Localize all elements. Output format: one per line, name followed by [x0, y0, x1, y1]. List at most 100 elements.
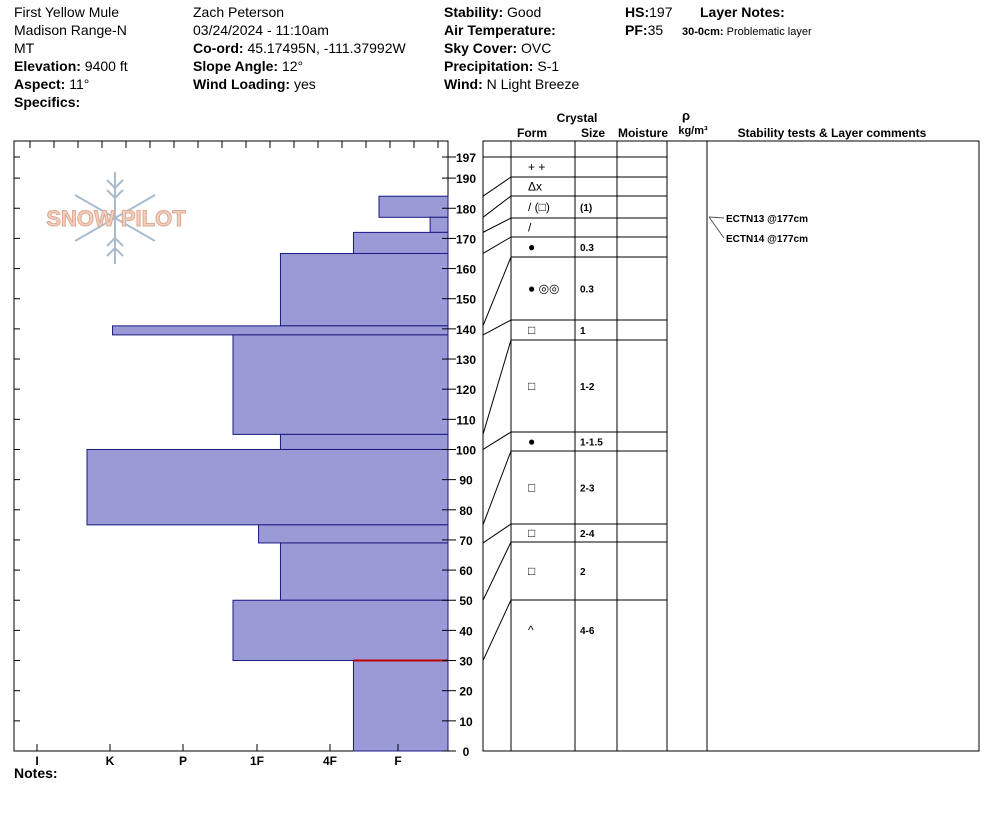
layer-connector	[482, 176, 512, 197]
crystal-form-icon: ● ◎◎	[528, 282, 560, 296]
hardness-bars	[86, 195, 449, 752]
height-tick-label: 40	[459, 624, 473, 638]
height-tick-label: 140	[456, 323, 476, 337]
hardness-bar	[429, 216, 449, 233]
precipitation: Precipitation: S-1	[444, 58, 560, 74]
hardness-bar	[279, 252, 449, 327]
hardness-tick-label: F	[394, 754, 401, 768]
sky-cover: Sky Cover: OVC	[444, 40, 552, 56]
crystal-size: 1-1.5	[580, 438, 603, 449]
hardness-tick-label: K	[106, 754, 115, 768]
height-tick-label: 30	[459, 655, 473, 669]
height-tick-label: 120	[456, 383, 476, 397]
coord: Co-ord: 45.17495N, -111.37992W	[193, 40, 406, 56]
hardness-axis: I K P 1F 4F F	[29, 141, 439, 768]
observer: Zach Peterson	[193, 4, 285, 20]
crystal-form-icon: □	[528, 481, 535, 495]
col-comments: Stability tests & Layer comments	[738, 126, 927, 140]
state: MT	[14, 40, 35, 56]
crystal-size: 1	[580, 326, 586, 337]
height-axis: 0 10 20 30 40 50 60 70 80 90 100 110 120 130 140 150 160…	[14, 151, 476, 759]
stability-test-label: ECTN13 @177cm	[726, 214, 808, 225]
hardness-bar	[86, 448, 449, 526]
layer-connector	[482, 236, 512, 254]
layer-connector	[482, 339, 512, 435]
aspect: Aspect: 11°	[14, 76, 90, 92]
layer-connector	[482, 431, 512, 450]
test-arrow	[708, 216, 725, 239]
header: First Yellow Mule Madison Range-N MT Ele…	[0, 0, 994, 112]
hardness-tick-label: P	[179, 754, 187, 768]
crystal-form-icon: /	[528, 221, 532, 235]
height-tick-label: 110	[456, 413, 476, 427]
hardness-bar	[279, 433, 449, 450]
col-moisture: Moisture	[618, 126, 668, 140]
layer-connector	[482, 256, 512, 327]
height-tick-label: 60	[459, 564, 473, 578]
layer-connector	[482, 541, 512, 601]
hardness-bar	[352, 660, 449, 752]
layer-connector	[482, 599, 512, 661]
layer-connector	[482, 523, 512, 544]
crystal-size: 0.3	[580, 285, 594, 296]
crystal-form-icon: ●	[528, 435, 535, 449]
height-tick-label: 197	[456, 151, 476, 165]
stability-test-label: ECTN14 @177cm	[726, 234, 808, 245]
crystal-form-icon: ●	[528, 240, 535, 254]
layer-notes-label: Layer Notes:	[700, 4, 785, 20]
hardness-tick-label: 4F	[323, 754, 337, 768]
height-tick-label: 10	[459, 715, 473, 729]
crystal-form-icon: □	[528, 564, 535, 578]
crystal-form-icon: Δx	[528, 180, 542, 194]
crystal-size: 1-2	[580, 382, 595, 393]
crystal-form-icon: / (□)	[528, 200, 550, 214]
layer-connector	[482, 319, 512, 336]
stability-tests: ECTN13 @177cm ECTN14 @177cm	[708, 214, 808, 245]
height-tick-label: 160	[456, 263, 476, 277]
hardness-bar	[112, 325, 449, 336]
location: First Yellow Mule	[14, 4, 120, 20]
crystal-form-icon: ^	[528, 623, 534, 637]
hardness-tick-label: 1F	[250, 754, 264, 768]
wind: Wind: N Light Breeze	[444, 76, 580, 92]
range: Madison Range-N	[14, 22, 127, 38]
datetime: 03/24/2024 - 11:10am	[193, 22, 329, 38]
air-temp: Air Temperature:	[444, 22, 556, 38]
height-tick-label: 190	[456, 172, 476, 186]
crystal-form-icon: + +	[528, 160, 545, 174]
hardness-bar	[352, 231, 449, 254]
layer-note: 30-0cm: Problematic layer	[682, 26, 812, 38]
col-crystal: Crystal	[557, 111, 598, 125]
col-rho: ρ	[682, 108, 690, 123]
crystal-layers: + + Δx / (□) (1) / ● 0.3 ● ◎◎ 0.3 □ 1 □ 1-2 ● 1-1.5 □ 2-…	[482, 156, 667, 752]
layer-table-frame	[482, 140, 980, 752]
height-tick-label: 150	[456, 293, 476, 307]
col-density-unit: kg/m³	[678, 125, 708, 137]
hardness-bar	[378, 195, 449, 218]
hardness-bar	[232, 599, 449, 662]
height-tick-label: 90	[459, 474, 473, 488]
crystal-size: 2-4	[580, 529, 595, 540]
logo-text: SNOW PILOT	[46, 206, 186, 231]
crystal-form-icon: □	[528, 379, 535, 393]
crystal-size: 0.3	[580, 243, 594, 254]
crystal-size: (1)	[580, 203, 592, 214]
crystal-size: 2-3	[580, 484, 595, 495]
wind-loading: Wind Loading: yes	[193, 76, 316, 92]
hardness-bar	[279, 542, 449, 601]
hardness-tick-label: I	[35, 754, 38, 768]
crystal-form-icon: □	[528, 323, 535, 337]
layer-connector	[482, 195, 512, 218]
pf: PF:35	[625, 22, 664, 38]
crystal-size: 2	[580, 567, 586, 578]
height-tick-label: 130	[456, 353, 476, 367]
snow-profile-chart: SNOW PILOT 0 10 20 30 40 50 60 70 80 90 100 110 120 1…	[13, 108, 980, 768]
specifics: Specifics:	[14, 94, 81, 110]
notes-label: Notes:	[14, 765, 58, 781]
col-form: Form	[517, 126, 547, 140]
height-tick-label: 20	[459, 685, 473, 699]
hardness-bar	[232, 334, 449, 435]
height-tick-label: 80	[459, 504, 473, 518]
height-tick-label: 180	[456, 202, 476, 216]
elevation: Elevation: 9400 ft	[14, 58, 128, 74]
